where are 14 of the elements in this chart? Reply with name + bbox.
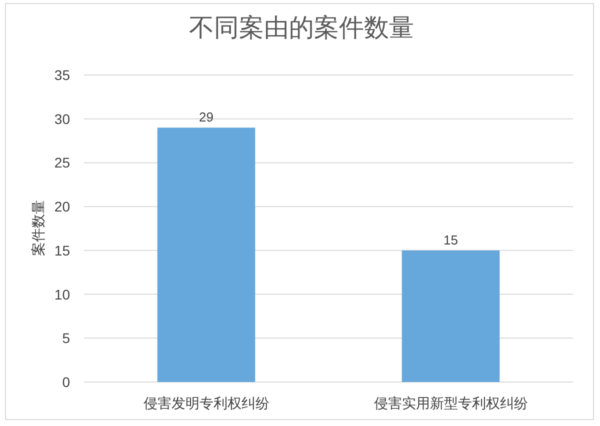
- y-axis-title: 案件数量: [30, 200, 46, 256]
- y-tick-label: 10: [54, 286, 70, 302]
- y-tick-label: 15: [54, 242, 70, 258]
- y-tick-label: 0: [62, 374, 70, 390]
- y-tick-label: 30: [54, 110, 70, 127]
- y-tick-label: 5: [62, 330, 70, 346]
- data-label: 29: [199, 110, 214, 125]
- y-tick-label: 25: [54, 154, 70, 171]
- y-tick-label: 20: [54, 198, 70, 215]
- data-label: 15: [444, 232, 458, 248]
- y-tick-label: 35: [54, 67, 70, 83]
- x-tick-label: 侵害实用新型专利权纠纷: [374, 395, 528, 411]
- x-tick-label: 侵害发明专利权纠纷: [143, 395, 270, 411]
- chart-title: 不同案由的案件数量: [189, 14, 414, 42]
